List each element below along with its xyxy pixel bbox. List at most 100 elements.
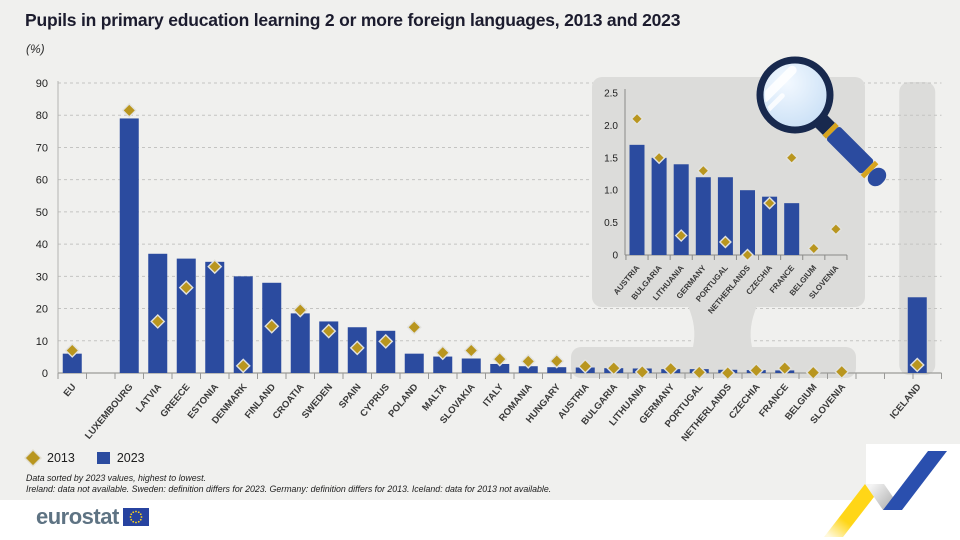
y-tick-80: 80 (36, 110, 48, 122)
inset-bar-portugal (717, 177, 733, 255)
diamond-france-2013 (777, 360, 793, 376)
magnifier-lens (756, 56, 834, 134)
bar-bulgaria (604, 368, 624, 373)
legend-2023-label: 2023 (116, 451, 145, 465)
diamond-latvia-2013 (150, 313, 166, 329)
unit-label: (%) (26, 42, 45, 56)
diamond-netherlands-2013 (720, 365, 736, 381)
inset-diamond-belgium-2013 (807, 242, 821, 256)
inset-bar-germany (695, 177, 711, 255)
diamond-luxembourg-2013 (121, 102, 137, 118)
bar-poland (404, 353, 424, 373)
lens-glare (765, 65, 797, 112)
bar-italy (490, 363, 510, 373)
bar-austria (575, 367, 595, 373)
bar-latvia (148, 253, 168, 373)
page-title: Pupils in primary education learning 2 o… (25, 10, 681, 30)
inset-y-tick-1.0: 1.0 (604, 186, 618, 197)
bar-lithuania (632, 368, 652, 373)
diamond-czechia-2013 (748, 362, 764, 378)
y-tick-20: 20 (36, 304, 48, 316)
inset-bar-lithuania (673, 164, 689, 255)
magnifier-handle (813, 113, 887, 187)
x-label-estonia: ESTONIA (186, 382, 222, 421)
inset-diamond-lithuania-2013 (674, 229, 688, 243)
x-label-eu: EU (62, 382, 79, 399)
inset-x-label-portugal: PORTUGAL (694, 263, 730, 303)
diamond-sweden-2013 (321, 323, 337, 339)
inset-diamond-bulgaria-2013 (652, 151, 666, 165)
bar-greece (176, 258, 196, 373)
bar-croatia (290, 313, 310, 373)
legend-2013-label: 2013 (47, 451, 75, 465)
legend: 2013 2023 (24, 449, 145, 467)
inset-bar-netherlands (740, 190, 755, 255)
diamond-denmark-2013 (235, 358, 251, 374)
highlight-strip (571, 347, 856, 378)
inset-panel (592, 77, 865, 307)
inset-chart: 0 0.5 1.0 1.5 2.0 2.5 AUSTRIABULGARIALITHUANIA… (604, 89, 848, 316)
bar-denmark (233, 276, 253, 373)
inset-diamond-france-2013 (785, 151, 799, 165)
inset-x-label-netherlands: NETHERLANDS (706, 263, 752, 316)
inset-y-tick-1.5: 1.5 (604, 153, 618, 164)
x-label-slovakia: SLOVAKIA (438, 382, 478, 426)
legend-2023-bar-icon (96, 452, 110, 464)
main-y-axis: 0 10 20 30 40 50 60 70 80 90 (36, 78, 942, 380)
y-tick-0: 0 (42, 368, 48, 380)
y-tick-10: 10 (36, 336, 48, 348)
diamond-portugal-2013 (691, 364, 707, 380)
diamond-austria-2013 (577, 358, 593, 374)
diamond-cyprus-2013 (378, 333, 394, 349)
y-tick-60: 60 (36, 175, 48, 187)
inset-diamond-slovenia-2013 (829, 222, 843, 236)
diamond-estonia-2013 (207, 259, 223, 275)
x-label-romania: ROMANIA (497, 382, 535, 424)
footnote-availability: Ireland: data not available. Sweden: def… (26, 483, 552, 494)
bar-romania (518, 366, 538, 373)
x-label-denmark: DENMARK (210, 382, 250, 426)
bar-luxembourg (119, 118, 139, 373)
diamond-poland-2013 (406, 319, 422, 335)
inset-bar-austria (629, 144, 645, 255)
x-label-poland: POLAND (386, 382, 420, 420)
x-label-luxembourg: LUXEMBOURG (83, 382, 136, 442)
diamond-italy-2013 (492, 351, 508, 367)
inset-x-label-bulgaria: BULGARIA (630, 263, 664, 301)
bars-2023 (62, 118, 927, 373)
diamond-romania-2013 (520, 353, 536, 369)
diamond-iceland-2013 (909, 357, 925, 373)
diamond-spain-2013 (349, 340, 365, 356)
inset-bar-czechia (762, 196, 778, 255)
magnifier-funnel (688, 306, 757, 347)
x-label-croatia: CROATIA (271, 382, 307, 422)
x-label-lithuania: LITHUANIA (607, 382, 648, 428)
diamond-lithuania-2013 (634, 364, 650, 380)
x-label-cyprus: CYPRUS (358, 382, 392, 419)
eurostat-logo-text: eurostat (36, 504, 119, 529)
diamond-slovenia-2013 (834, 364, 850, 380)
diamond-malta-2013 (435, 345, 451, 361)
y-tick-90: 90 (36, 78, 48, 90)
inset-x-label-austria: AUSTRIA (612, 263, 642, 296)
highlight-column-iceland (899, 82, 936, 375)
diamond-finland-2013 (264, 318, 280, 334)
x-label-italy: ITALY (481, 381, 506, 408)
x-label-finland: FINLAND (243, 382, 278, 421)
inset-x-label-slovenia: SLOVENIA (807, 263, 840, 300)
bar-finland (262, 282, 282, 373)
bar-sweden (319, 321, 339, 373)
x-label-netherlands: NETHERLANDS (679, 382, 734, 444)
inset-bar-france (784, 203, 800, 255)
inset-bar-bulgaria (651, 157, 667, 255)
eu-flag-icon (122, 508, 149, 526)
footer-strip (0, 500, 960, 540)
inset-y-tick-0: 0 (612, 251, 618, 262)
inset-x-label-belgium: BELGIUM (788, 263, 819, 297)
bar-spain (347, 327, 367, 373)
inset-x-label-germany: GERMANY (675, 263, 709, 301)
x-label-latvia: LATVIA (134, 382, 164, 415)
diamonds-2013 (64, 102, 925, 381)
inset-x-label-france: FRANCE (768, 263, 797, 295)
